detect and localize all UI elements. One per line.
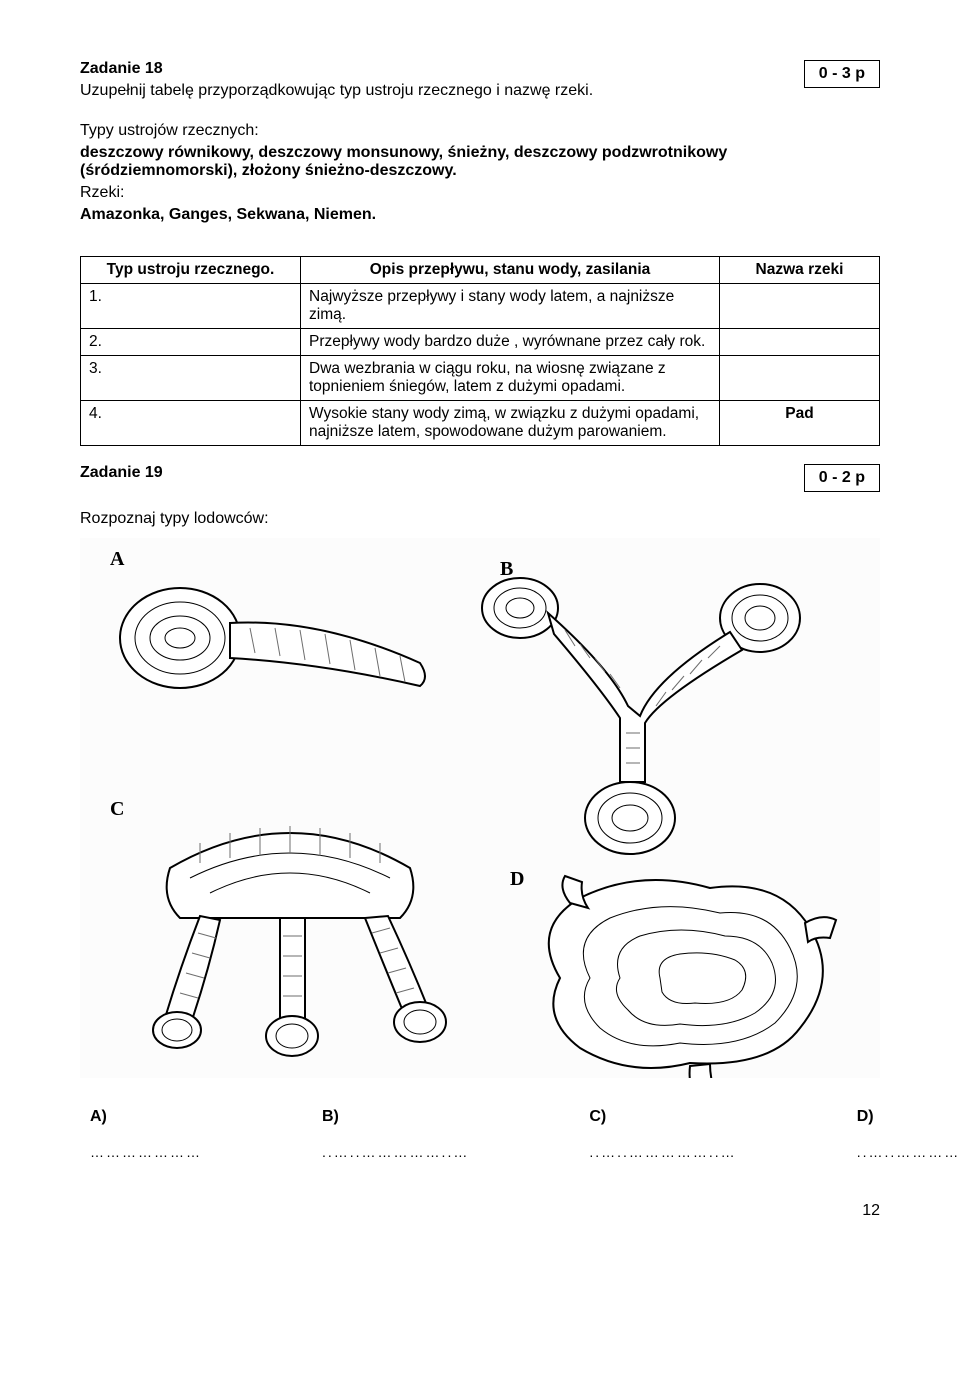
row4-desc: Wysokie stany wody zimą, w związku z duż… bbox=[301, 401, 720, 446]
ans-a-label: A) bbox=[90, 1108, 107, 1125]
task18-header: Zadanie 18 Uzupełnij tabelę przyporządko… bbox=[80, 60, 880, 104]
task18-points: 0 - 3 p bbox=[804, 60, 880, 88]
ans-d-dots[interactable]: ..…..………………..…. bbox=[857, 1144, 960, 1160]
glacier-figure: A B C D bbox=[80, 538, 880, 1078]
row3-n: 3. bbox=[81, 356, 301, 401]
row4-n: 4. bbox=[81, 401, 301, 446]
ans-a-dots[interactable]: ………………… bbox=[90, 1144, 202, 1160]
row1-ans[interactable] bbox=[720, 284, 880, 329]
task18-rivers-body: Amazonka, Ganges, Sekwana, Niemen. bbox=[80, 206, 880, 224]
table-row: 1. Najwyższe przepływy i stany wody late… bbox=[81, 284, 880, 329]
ans-b-label: B) bbox=[322, 1108, 339, 1125]
task19-answers: A) ………………… B) ..…..……………..… C) ..…..…………… bbox=[80, 1108, 880, 1162]
ans-b-dots[interactable]: ..…..……………..… bbox=[322, 1144, 469, 1160]
task18-instruction: Uzupełnij tabelę przyporządkowując typ u… bbox=[80, 82, 593, 100]
glacier-svg bbox=[80, 538, 880, 1078]
row2-desc: Przepływy wody bardzo duże , wyrównane p… bbox=[301, 329, 720, 356]
task19-points: 0 - 2 p bbox=[804, 464, 880, 492]
row2-ans[interactable] bbox=[720, 329, 880, 356]
table-row: 3. Dwa wezbrania w ciągu roku, na wiosnę… bbox=[81, 356, 880, 401]
ans-c-dots[interactable]: ..…..……………..… bbox=[589, 1144, 736, 1160]
task19-instruction: Rozpoznaj typy lodowców: bbox=[80, 510, 880, 528]
task18-table: Typ ustroju rzecznego. Opis przepływu, s… bbox=[80, 256, 880, 446]
table-row: 4. Wysokie stany wody zimą, w związku z … bbox=[81, 401, 880, 446]
table-row: 2. Przepływy wody bardzo duże , wyrównan… bbox=[81, 329, 880, 356]
row4-ans: Pad bbox=[720, 401, 880, 446]
task19-header: Zadanie 19 0 - 2 p bbox=[80, 464, 880, 492]
table-head-c1: Typ ustroju rzecznego. bbox=[81, 257, 301, 284]
row3-desc: Dwa wezbrania w ciągu roku, na wiosnę zw… bbox=[301, 356, 720, 401]
task18-title: Zadanie 18 bbox=[80, 60, 593, 78]
fig-label-c: C bbox=[110, 798, 124, 821]
row3-ans[interactable] bbox=[720, 356, 880, 401]
table-head-c2: Opis przepływu, stanu wody, zasilania bbox=[301, 257, 720, 284]
table-head-c3: Nazwa rzeki bbox=[720, 257, 880, 284]
fig-label-d: D bbox=[510, 868, 524, 891]
ans-d-label: D) bbox=[857, 1108, 874, 1125]
page-number: 12 bbox=[80, 1202, 880, 1220]
fig-label-a: A bbox=[110, 548, 124, 571]
task18-rivers-label: Rzeki: bbox=[80, 184, 880, 202]
task18-types-label: Typy ustrojów rzecznych: bbox=[80, 122, 880, 140]
task18-types-body: deszczowy równikowy, deszczowy monsunowy… bbox=[80, 144, 880, 180]
row1-desc: Najwyższe przepływy i stany wody latem, … bbox=[301, 284, 720, 329]
row1-n: 1. bbox=[81, 284, 301, 329]
task19-title: Zadanie 19 bbox=[80, 464, 163, 482]
fig-label-b: B bbox=[500, 558, 513, 581]
ans-c-label: C) bbox=[589, 1108, 606, 1125]
row2-n: 2. bbox=[81, 329, 301, 356]
